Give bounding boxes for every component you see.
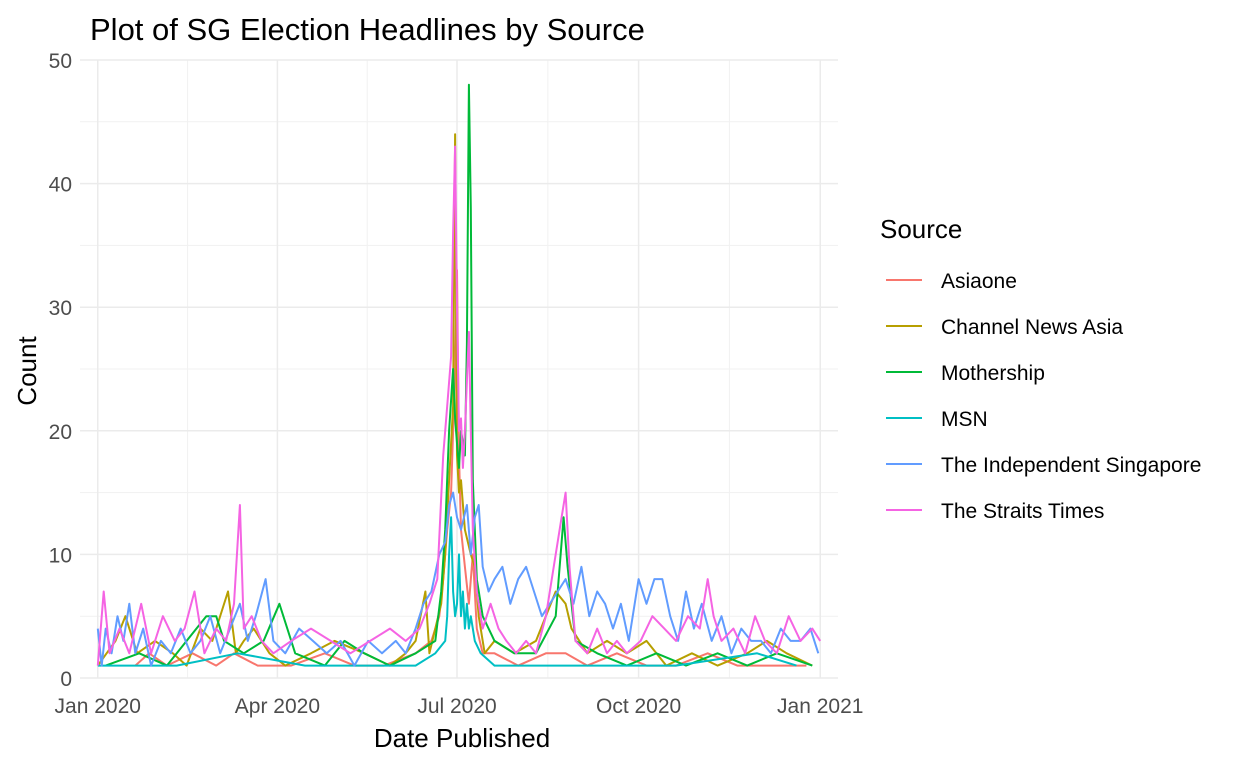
y-axis-ticks: 0 10 20 30 40 50 <box>49 50 72 691</box>
x-axis-label: Date Published <box>374 723 550 753</box>
legend-label: The Straits Times <box>941 500 1104 523</box>
legend-label: MSN <box>941 408 988 431</box>
chart-title: Plot of SG Election Headlines by Source <box>90 12 645 47</box>
legend-label: The Independent Singapore <box>941 454 1201 477</box>
y-tick-label: 40 <box>49 174 72 197</box>
series-lines <box>96 83 822 667</box>
legend-label: Channel News Asia <box>941 316 1123 339</box>
x-axis-ticks: Jan 2020 Apr 2020 Jul 2020 Oct 2020 Jan 2021 <box>55 695 864 718</box>
x-tick-label: Jan 2021 <box>777 695 863 718</box>
legend-label: Mothership <box>941 362 1045 385</box>
y-tick-label: 20 <box>49 421 72 444</box>
series-line-channel-news-asia <box>96 133 813 667</box>
y-tick-label: 10 <box>49 544 72 567</box>
legend-items: Asiaone Channel News Asia Mothership MSN The… <box>886 270 1201 523</box>
legend-title: Source <box>880 214 962 244</box>
y-tick-label: 0 <box>60 668 72 691</box>
legend-label: Asiaone <box>941 270 1017 293</box>
x-tick-label: Jan 2020 <box>55 695 141 718</box>
series-line-msn <box>97 516 797 667</box>
legend: Source Asiaone Channel News Asia Mothershi… <box>880 214 1201 523</box>
x-tick-label: Apr 2020 <box>235 695 320 718</box>
x-tick-label: Oct 2020 <box>596 695 681 718</box>
series-line-the-independent-singapore <box>96 491 820 667</box>
x-tick-label: Jul 2020 <box>417 695 496 718</box>
y-tick-label: 50 <box>49 50 72 73</box>
series-line-the-straits-times <box>96 145 822 666</box>
y-axis-label: Count <box>12 336 42 406</box>
y-tick-label: 30 <box>49 297 72 320</box>
